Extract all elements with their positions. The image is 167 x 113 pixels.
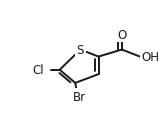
Text: Cl: Cl	[32, 64, 44, 77]
Text: O: O	[117, 28, 126, 41]
Text: Br: Br	[73, 90, 86, 103]
Text: S: S	[77, 44, 84, 56]
Text: OH: OH	[141, 51, 159, 64]
